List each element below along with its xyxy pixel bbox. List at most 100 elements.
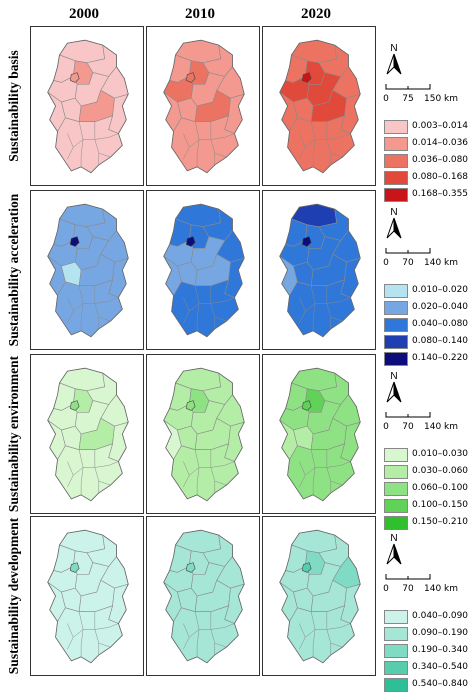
scale-tick-label: 70: [402, 258, 414, 268]
district-boundary: [214, 316, 227, 322]
scale-tick-label: 75: [402, 94, 413, 104]
study-area-outline: [279, 203, 361, 338]
legend-swatch: [384, 188, 408, 202]
legend: N 0 70 140 km 0.040–0.090 0.090–0.190 0.190–0.…: [378, 516, 470, 692]
region-map: [47, 203, 129, 338]
district-boundary: [315, 461, 351, 468]
district-boundary: [199, 461, 235, 468]
legend-swatch: [384, 284, 408, 298]
scale-bar: 0 70 140 km: [383, 412, 458, 432]
scale-tick-label: 0: [383, 422, 389, 432]
district-boundary: [310, 449, 316, 495]
legend-range-label: 0.080–0.140: [412, 336, 469, 346]
study-area-outline: [163, 529, 245, 664]
county-region: [70, 72, 80, 83]
legend-range-label: 0.150–0.210: [412, 517, 469, 527]
county-region: [302, 236, 312, 247]
district-boundary: [94, 611, 100, 655]
north-label: N: [390, 207, 397, 218]
legend-swatch: [384, 610, 408, 624]
scale-tick-label: 150 km: [424, 94, 458, 104]
study-area-outline: [163, 39, 245, 174]
map-panel-basis-2010: [146, 26, 260, 186]
district-boundary: [214, 152, 227, 158]
legend-swatch: [384, 171, 408, 185]
district-boundary: [98, 316, 111, 322]
region-map: [279, 367, 361, 502]
district-boundary: [73, 139, 84, 148]
map-panel-basis-2000: [30, 26, 144, 186]
north-arrow-right: [393, 381, 402, 403]
legend-swatch: [384, 120, 408, 134]
legend: N 0 70 140 km 0.010–0.020 0.020–0.040 0.040–0.…: [378, 190, 470, 366]
district-boundary: [305, 139, 316, 148]
map-panel-acceleration-2010: [146, 190, 260, 350]
legend-range-label: 0.168–0.355: [412, 189, 469, 199]
district-boundary: [310, 121, 316, 167]
district-boundary: [315, 297, 351, 304]
scale-tick-label: 140 km: [424, 258, 458, 268]
district-boundary: [78, 611, 84, 657]
north-label: N: [390, 533, 397, 544]
scale-bar: 0 75 150 km: [383, 84, 458, 104]
district-boundary: [326, 611, 332, 655]
district-boundary: [73, 303, 84, 312]
legend-swatch: [384, 448, 408, 462]
region-map: [279, 529, 361, 664]
district-boundary: [214, 480, 227, 486]
county-region: [302, 72, 312, 83]
district-boundary: [330, 152, 343, 158]
district-boundary: [310, 285, 316, 331]
map-panel-environment-2020: [262, 354, 376, 514]
county-region: [186, 400, 196, 411]
district-boundary: [73, 629, 84, 638]
legend-swatch: [384, 154, 408, 168]
legend-range-label: 0.340–0.540: [412, 662, 469, 672]
scale-tick-label: 70: [402, 584, 414, 594]
district-boundary: [194, 611, 200, 657]
region-map: [47, 529, 129, 664]
district-boundary: [83, 623, 119, 630]
district-boundary: [199, 297, 235, 304]
col-header-2020: 2020: [301, 6, 331, 22]
district-boundary: [210, 121, 216, 165]
row-label: Sustainability environment: [4, 354, 24, 514]
legend-range-label: 0.090–0.190: [412, 628, 469, 638]
district-boundary: [299, 133, 306, 160]
legend-range-label: 0.036–0.080: [412, 155, 469, 165]
legend-swatch: [384, 465, 408, 479]
district-boundary: [330, 642, 343, 648]
legend-range-label: 0.014–0.036: [412, 138, 469, 148]
north-arrow-left: [386, 381, 395, 403]
legend-swatch: [384, 352, 408, 366]
district-boundary: [78, 449, 84, 495]
district-boundary: [199, 623, 235, 630]
district-boundary: [214, 642, 227, 648]
row-label-text: Sustainability environment: [6, 355, 21, 513]
region-map: [47, 367, 129, 502]
map-panel-development-2020: [262, 516, 376, 676]
county-region: [70, 562, 80, 573]
north-arrow-right: [393, 53, 402, 75]
row-label: Sustainability basis: [4, 26, 24, 186]
district-boundary: [73, 467, 84, 476]
row-environment: Sustainability environment N 0 70 140 km 0.01…: [4, 354, 470, 530]
legend-swatch: [384, 644, 408, 658]
row-basis: Sustainability basis N 0 75 150 km 0.003–0.01…: [4, 26, 470, 202]
north-arrow-left: [386, 53, 395, 75]
district-boundary: [78, 285, 84, 331]
county-region: [186, 562, 196, 573]
county-region: [70, 400, 80, 411]
district-boundary: [189, 629, 200, 638]
scale-bar: 0 70 140 km: [383, 574, 458, 594]
study-area-outline: [279, 39, 361, 174]
legend-range-label: 0.010–0.020: [412, 285, 469, 295]
row-label-text: Sustainability acceleration: [6, 193, 21, 347]
district-boundary: [326, 285, 332, 329]
district-boundary: [194, 449, 200, 495]
row-label: Sustainability acceleration: [4, 190, 24, 350]
scale-tick-label: 0: [383, 258, 389, 268]
north-arrow-left: [386, 543, 395, 565]
scale-bar: 0 70 140 km: [383, 248, 458, 268]
district-boundary: [194, 121, 200, 167]
